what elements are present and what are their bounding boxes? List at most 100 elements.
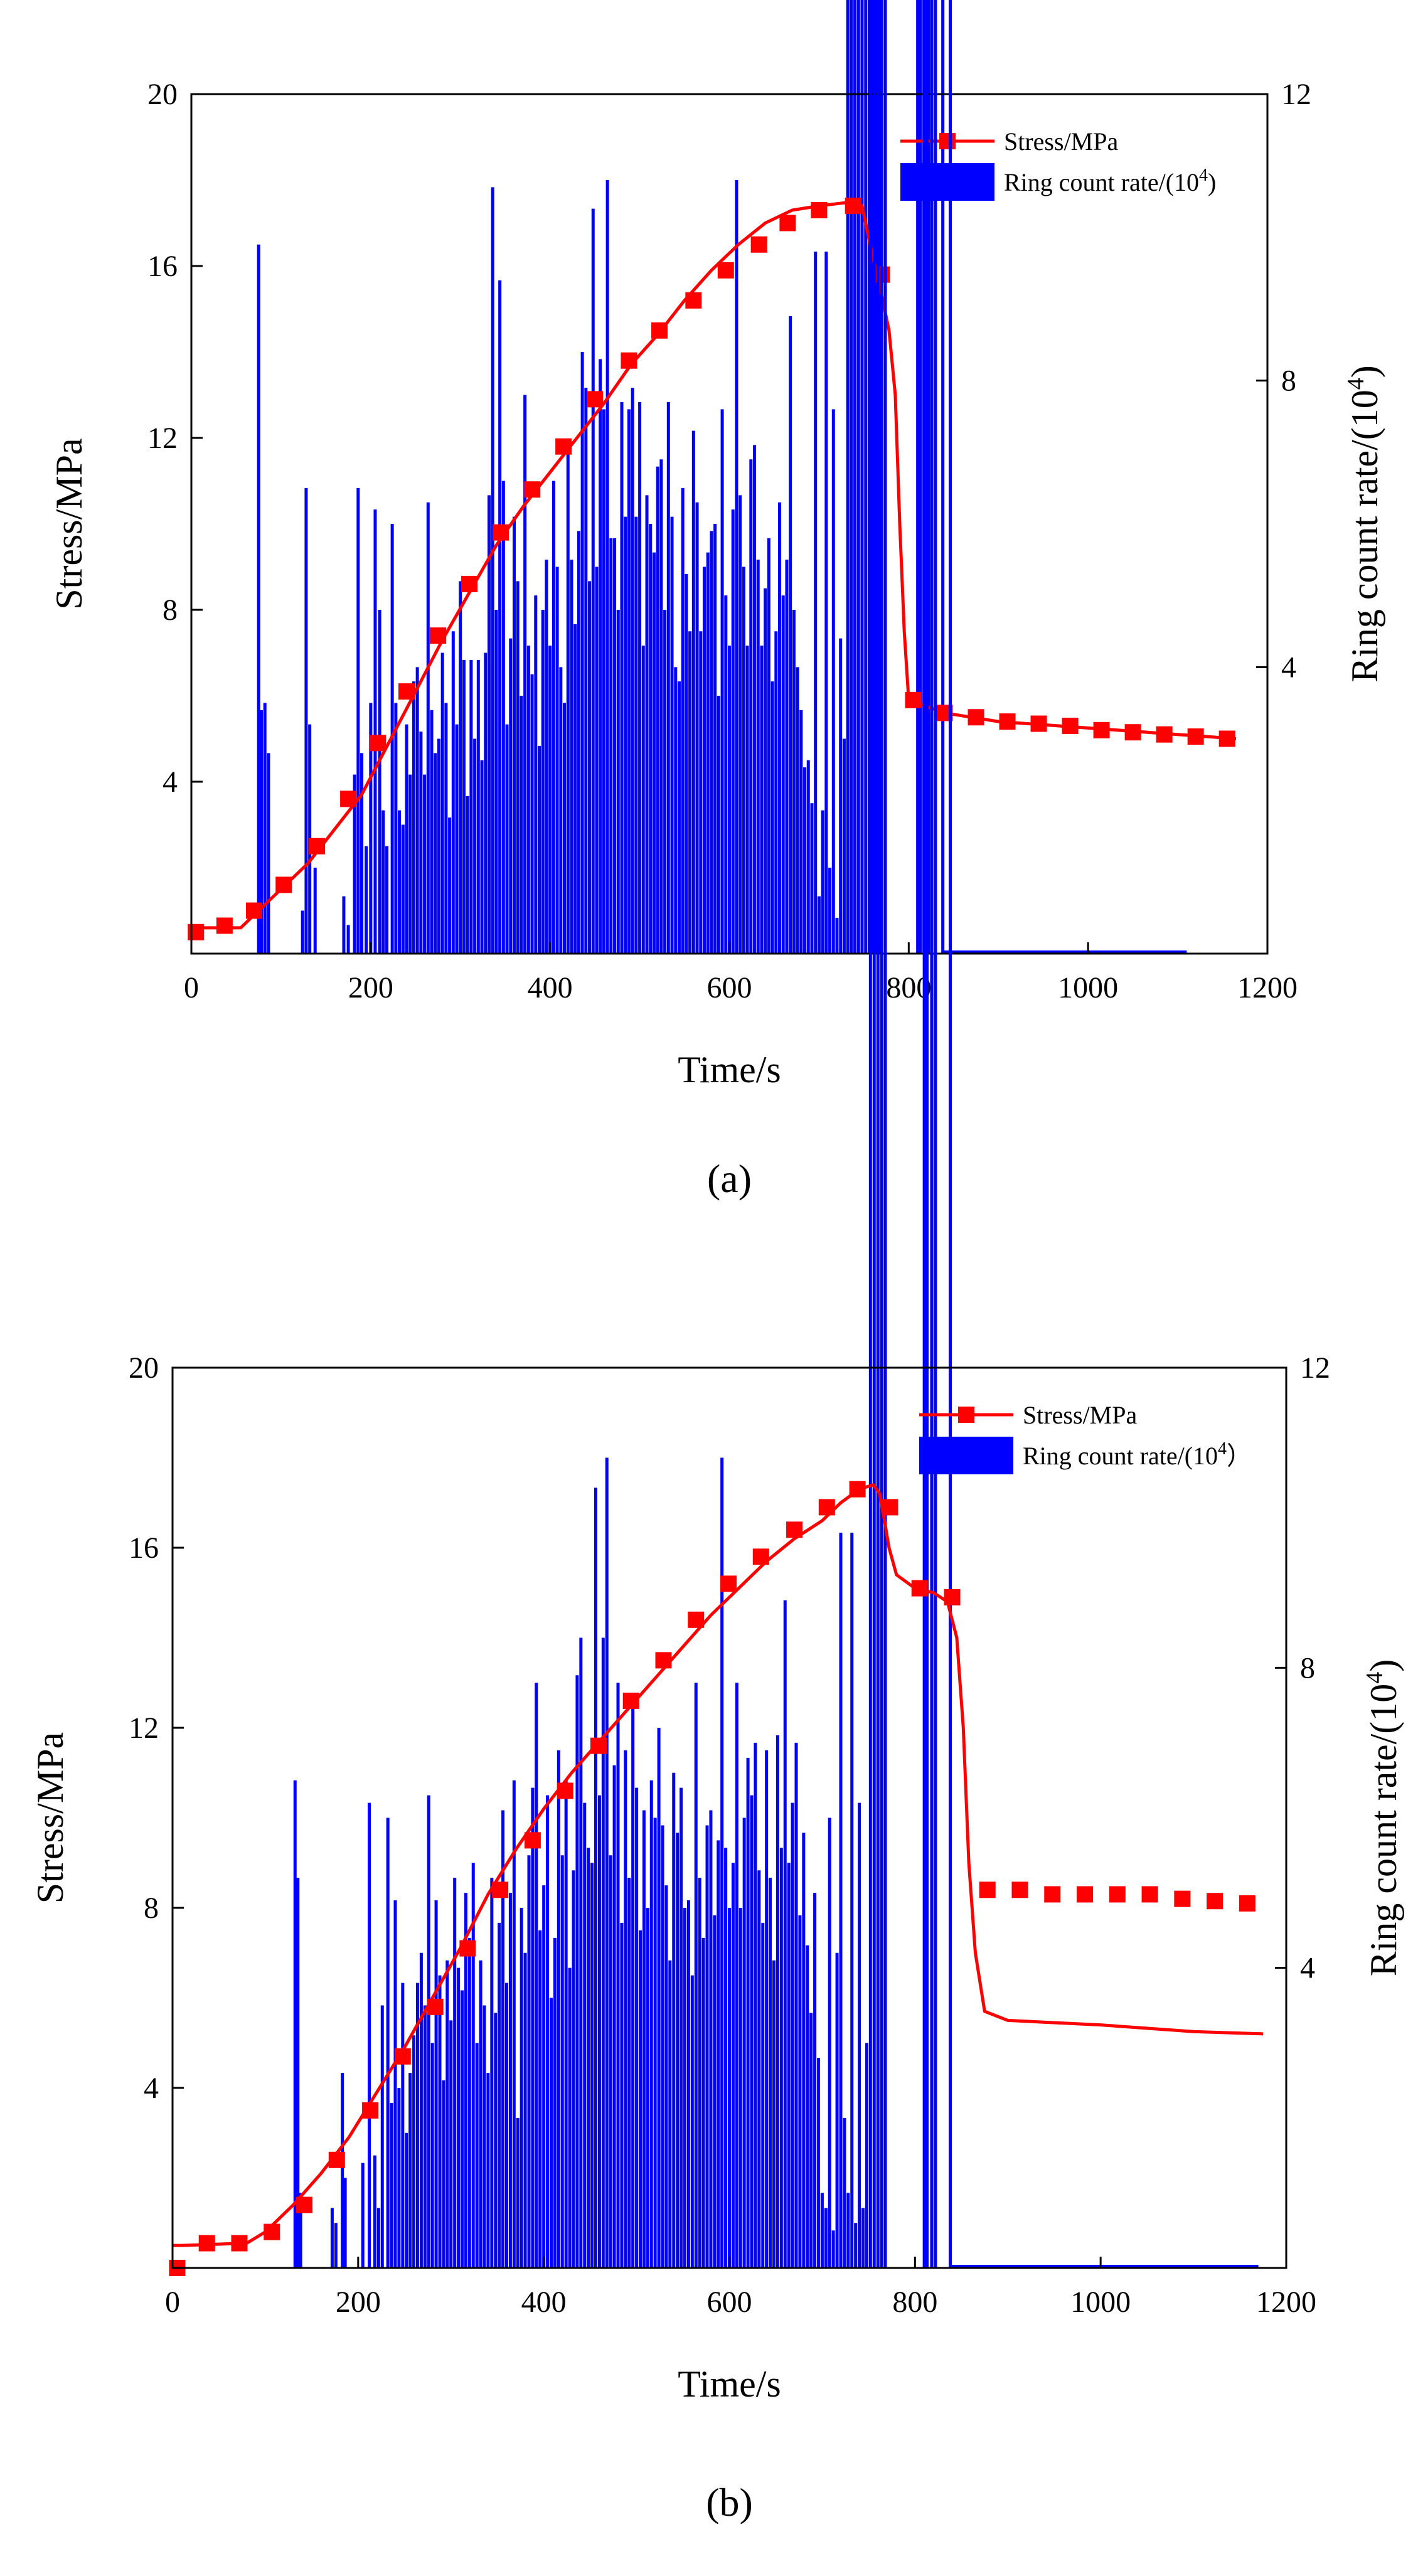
panel-b-x-tick-label: 0 xyxy=(165,2286,180,2319)
panel-b-stress-marker xyxy=(655,1652,672,1669)
panel-b-stress-marker xyxy=(1011,1881,1028,1898)
panel-a-stress-marker xyxy=(779,215,796,232)
panel-a-stress-marker xyxy=(845,198,861,215)
panel-b-ring-bars xyxy=(293,0,952,2268)
panel-a-stress-marker xyxy=(370,735,386,752)
panel-a-stress-marker xyxy=(309,838,326,854)
panel-a-stress-marker xyxy=(717,262,734,279)
panel-b-right-axis-label-main: Ring count rate/(10 xyxy=(1363,1684,1404,1977)
panel-b-stress-marker xyxy=(492,1881,509,1898)
panel-a-x-tick-label: 1200 xyxy=(1237,971,1298,1004)
panel-b-right-tick-label: 4 xyxy=(1300,1952,1315,1985)
panel-a-legend-ring-close: ) xyxy=(1208,168,1216,196)
panel-a-left-axis-label: Stress/MPa xyxy=(48,438,90,609)
panel-b-stress-marker xyxy=(394,2048,411,2065)
panel-b-stress-marker xyxy=(427,1998,444,2015)
panel-a-stress-marker xyxy=(1156,726,1173,743)
panel-b-stress-marker xyxy=(1239,1895,1255,1912)
panel-a-left-tick-label: 20 xyxy=(147,78,178,111)
panel-b-left-tick-label: 8 xyxy=(144,1892,159,1925)
panel-a-stress-marker xyxy=(461,575,478,592)
panel-b-legend-ring-main: Ring count rate/(10 xyxy=(1023,1442,1218,1470)
panel-a-right-axis-label: Ring count rate/(104) xyxy=(1343,365,1385,683)
panel-b-left-tick-label: 12 xyxy=(129,1711,159,1745)
panel-b-label: (b) xyxy=(706,2480,753,2525)
panel-a-stress-marker xyxy=(651,322,668,339)
panel-b-x-tick-label: 200 xyxy=(336,2286,381,2319)
panel-a-stress-marker xyxy=(1124,724,1141,741)
panel-b-x-tick-label: 600 xyxy=(707,2286,752,2319)
panel-a-left-tick-label: 4 xyxy=(163,765,178,799)
panel-a-left-tick-label: 16 xyxy=(147,250,178,283)
panel-a-stress-marker xyxy=(750,236,767,253)
panel-b-right-tick-label: 12 xyxy=(1300,1351,1330,1385)
panel-a-x-tick-label: 400 xyxy=(528,971,573,1004)
panel-a-stress-marker xyxy=(621,352,637,369)
panel-b-x-tick-label: 400 xyxy=(521,2286,567,2319)
panel-b-left-tick-label: 20 xyxy=(129,1351,159,1385)
panel-b-legend: Stress/MPa Ring count rate/(104） xyxy=(919,1401,1252,1474)
panel-b-stress-marker xyxy=(979,1881,996,1898)
panel-b-legend-ring-label: Ring count rate/(104） xyxy=(1023,1439,1252,1470)
panel-b-stress-marker xyxy=(231,2235,248,2252)
panel-a-x-tick-label: 600 xyxy=(707,971,752,1004)
panel-b-ticks: 0 200 400 600 800 1000 1200 4 8 12 16 20 4 8 12 xyxy=(129,1351,1330,2319)
panel-a-stress-marker xyxy=(811,201,828,218)
panel-a-legend-ring-swatch xyxy=(900,163,994,201)
panel-b-stress-marker xyxy=(818,1499,835,1516)
panel-b-x-tick-label: 1000 xyxy=(1070,2286,1131,2319)
panel-b-stress-marker xyxy=(849,1481,866,1498)
panel-b-stress-marker xyxy=(328,2151,345,2168)
panel-b-legend-ring-close: ） xyxy=(1227,1442,1252,1470)
panel-b-stress-marker xyxy=(911,1580,928,1597)
panel-b-stress-marker xyxy=(1174,1890,1191,1907)
panel-b-stress-marker xyxy=(1207,1893,1223,1910)
panel-b-stress-marker xyxy=(524,1832,541,1849)
panel-b-stress-marker xyxy=(944,1589,961,1605)
panel-a-stress-marker xyxy=(524,481,541,498)
panel-a-x-tick-label: 1000 xyxy=(1058,971,1118,1004)
panel-a-right-tick-label: 8 xyxy=(1281,365,1296,398)
panel-a-label: (a) xyxy=(707,1156,752,1201)
panel-a-right-tick-label: 4 xyxy=(1281,651,1296,684)
panel-a-stress-marker xyxy=(398,683,415,700)
panel-b-stress-marker xyxy=(459,1940,476,1957)
panel-a-right-axis-label-sup: 4 xyxy=(1343,378,1369,390)
panel-a-stress-series xyxy=(188,198,1237,940)
panel-a-stress-marker xyxy=(1030,715,1047,732)
panel-a-stress-marker xyxy=(493,524,509,541)
panel-a-legend-stress-label: Stress/MPa xyxy=(1004,127,1118,156)
panel-b-stress-marker xyxy=(786,1521,803,1538)
panel-a-x-tick-label: 200 xyxy=(348,971,393,1004)
panel-b-stress-marker xyxy=(882,1499,898,1516)
panel-a-left-tick-label: 8 xyxy=(163,593,178,627)
panel-b-right-axis-label-sup: 4 xyxy=(1362,1672,1388,1684)
panel-a-stress-marker xyxy=(216,917,233,934)
panel-a-x-tick-label: 0 xyxy=(184,971,199,1004)
panel-b-stress-marker xyxy=(1141,1886,1158,1903)
panel-b-stress-marker xyxy=(1109,1886,1126,1903)
panel-a-ring-bars xyxy=(257,0,945,954)
panel-a-legend-ring-main: Ring count rate/(10 xyxy=(1004,168,1199,196)
panel-b-legend-stress-label: Stress/MPa xyxy=(1023,1401,1137,1429)
panel-a-stress-marker xyxy=(999,713,1016,730)
panel-b-stress-marker xyxy=(198,2235,215,2252)
panel-a-right-axis-label-main: Ring count rate/(10 xyxy=(1344,390,1385,683)
panel-a-stress-marker xyxy=(430,627,447,644)
panel-a-stress-marker xyxy=(1187,728,1204,745)
panel-b-legend-ring-sup: 4 xyxy=(1218,1439,1227,1459)
panel-a-x-axis-label: Time/s xyxy=(678,1049,781,1090)
panel-a-stress-marker xyxy=(587,391,604,408)
panel-a-stress-marker xyxy=(905,691,922,708)
panel-b-x-tick-label: 800 xyxy=(892,2286,937,2319)
panel-b-right-tick-label: 8 xyxy=(1300,1651,1315,1685)
panel-b-stress-marker xyxy=(1077,1886,1094,1903)
panel-b-stress-marker xyxy=(720,1575,737,1592)
panel-b-legend-stress-marker xyxy=(958,1407,974,1423)
panel-b-stress-marker xyxy=(688,1611,705,1628)
panel-a-stress-marker xyxy=(1218,730,1235,747)
